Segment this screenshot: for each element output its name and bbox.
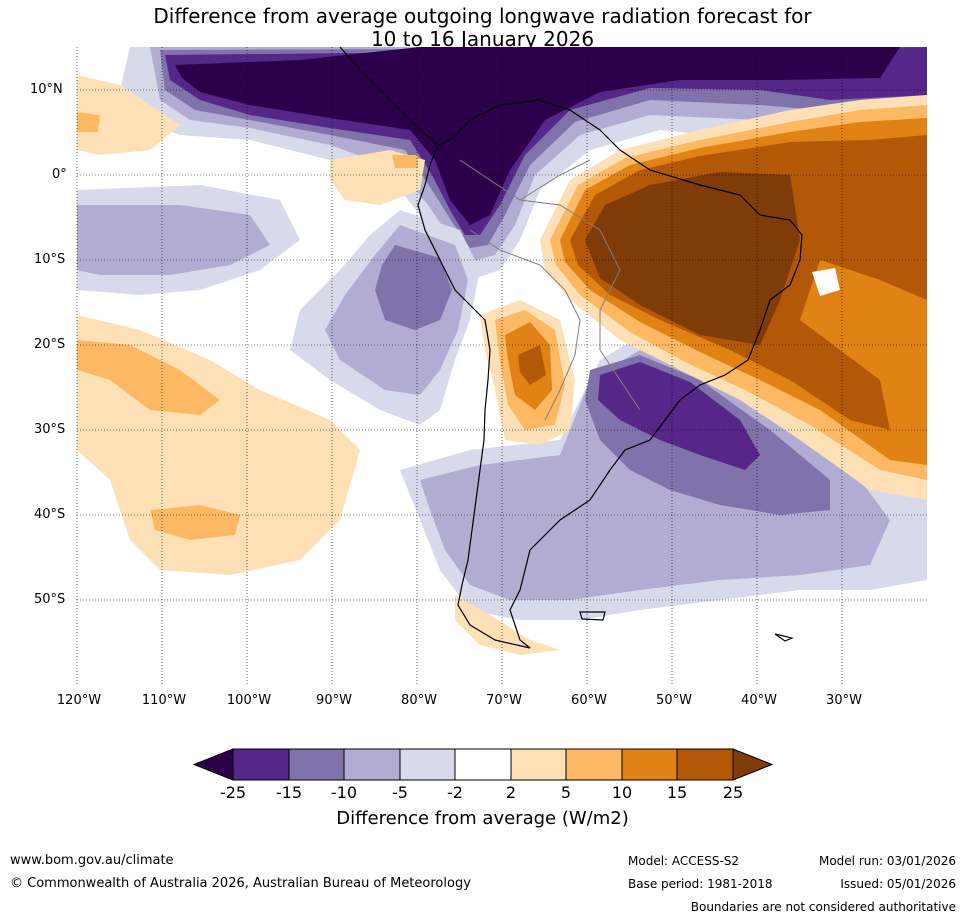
colorbar-segment	[343, 748, 401, 781]
colorbar	[192, 748, 774, 781]
negative-anomaly-north-core	[175, 47, 900, 225]
colorbar-label: Difference from average (W/m2)	[336, 808, 629, 829]
colorbar-segment	[676, 748, 734, 781]
country-borders	[459, 159, 641, 421]
colorbar-extend-high	[732, 748, 774, 781]
coast-south-georgia	[774, 633, 794, 642]
footer-model-run: Model run: 03/01/2026	[818, 854, 956, 868]
lat-label-50s: 50°S	[34, 592, 66, 607]
footer-copyright: © Commonwealth of Australia 2026, Austra…	[10, 876, 471, 891]
lat-label-40s: 40°S	[34, 507, 66, 522]
negative-anomaly-south-core	[598, 362, 760, 470]
lon-label-60w: 60°W	[571, 693, 607, 708]
positive-anomaly-se-pacific-l2	[77, 340, 220, 415]
positive-anomaly-andes-core	[518, 345, 546, 385]
positive-anomaly-galapagos-l2	[392, 155, 418, 168]
colorbar-tick: -25	[219, 783, 247, 802]
coast-central-america	[339, 47, 803, 649]
lon-label-80w: 80°W	[401, 693, 437, 708]
lat-label-0: 0°	[52, 167, 67, 182]
lon-label-120w: 120°W	[56, 693, 102, 708]
lon-label-40w: 40°W	[741, 693, 777, 708]
lat-label-20s: 20°S	[34, 337, 66, 352]
lat-label-10s: 10°S	[34, 252, 66, 267]
positive-anomaly-se-pacific-l2b	[150, 505, 240, 540]
colorbar-segment	[565, 748, 623, 781]
positive-anomaly-ne-brazil-pocket	[812, 268, 840, 296]
colorbar-tick: 5	[560, 783, 572, 802]
lon-label-100w: 100°W	[226, 693, 272, 708]
colorbar-segment	[621, 748, 678, 781]
positive-anomaly-patagonia	[455, 595, 560, 655]
colorbar-segment	[510, 748, 567, 781]
border-colombia	[459, 159, 591, 201]
coast-pacific-south-america	[417, 144, 531, 649]
lon-label-70w: 70°W	[486, 693, 522, 708]
coastlines	[339, 47, 803, 649]
lat-label-10n: 10°N	[30, 82, 63, 97]
coast-falklands	[579, 611, 606, 621]
colorbar-segment	[232, 748, 290, 781]
positive-anomaly-west-equatorial-l2	[77, 112, 100, 132]
border-brazil-west	[519, 199, 641, 411]
lon-label-90w: 90°W	[316, 693, 352, 708]
footer-model: Model: ACCESS-S2	[628, 854, 740, 868]
chart-title-line1: Difference from average outgoing longwav…	[153, 4, 812, 28]
negative-anomaly-tongue-l3	[375, 245, 452, 330]
colorbar-tick: -5	[392, 783, 408, 802]
positive-anomaly-west-equatorial	[77, 75, 180, 155]
positive-anomaly-brazil-core	[585, 172, 800, 345]
colorbar-tick: 10	[611, 783, 633, 802]
colorbar-tick: -2	[447, 783, 463, 802]
colorbar-segment	[288, 748, 345, 781]
chart-title-line2: 10 to 16 January 2026	[370, 27, 595, 51]
colorbar-tick: 2	[505, 783, 517, 802]
colorbar-segment	[399, 748, 456, 781]
gridlines	[76, 47, 927, 685]
lat-label-30s: 30°S	[34, 422, 66, 437]
footer-issued: Issued: 05/01/2026	[840, 877, 956, 891]
footer-base-period: Base period: 1981-2018	[628, 877, 773, 891]
footer-website[interactable]: www.bom.gov.au/climate	[10, 853, 174, 868]
lon-label-50w: 50°W	[656, 693, 692, 708]
colorbar-tick: -10	[330, 783, 358, 802]
colorbar-extend-low	[192, 748, 234, 781]
colorbar-segment	[454, 748, 512, 781]
colorbar-tick: -15	[275, 783, 303, 802]
lon-label-30w: 30°W	[826, 693, 862, 708]
negative-anomaly-east-pacific-l2	[77, 205, 270, 275]
footer-disclaimer: Boundaries are not considered authoritat…	[690, 900, 956, 914]
border-andes	[469, 229, 581, 421]
colorbar-tick: 15	[666, 783, 688, 802]
colorbar-tick: 25	[722, 783, 744, 802]
lon-label-110w: 110°W	[141, 693, 187, 708]
